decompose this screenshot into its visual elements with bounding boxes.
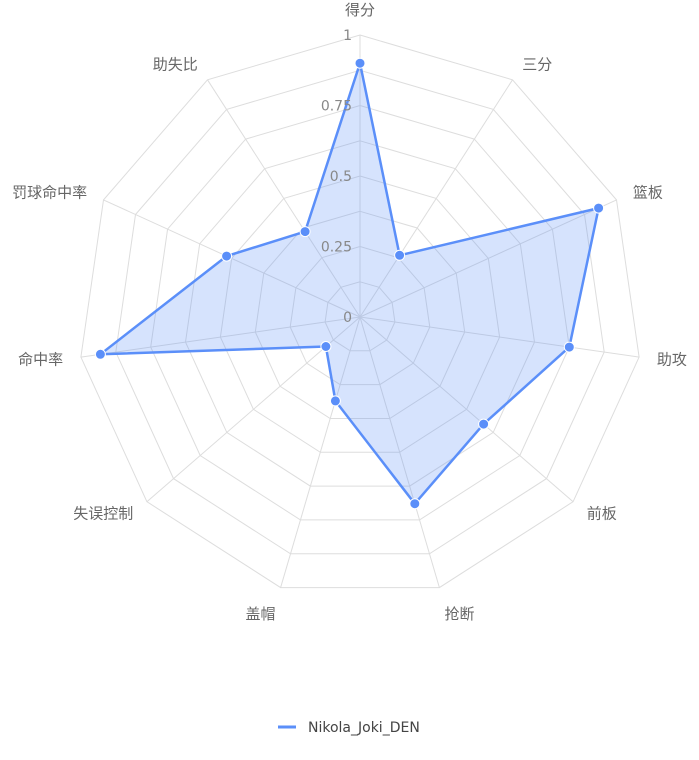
legend-label: Nikola_Joki_DEN	[308, 720, 420, 736]
tick-label: 1	[343, 28, 352, 44]
grid-ring-1	[324, 281, 396, 352]
data-point-4[interactable]	[478, 418, 490, 430]
grid-ring-5	[184, 140, 536, 487]
data-point-8[interactable]	[94, 348, 106, 360]
grid-spoke-5	[359, 316, 440, 588]
axis-label: 助失比	[153, 56, 198, 74]
axis-label: 得分	[345, 1, 375, 19]
data-point-3[interactable]	[563, 341, 575, 353]
grid-spoke-3	[359, 316, 640, 358]
axis-label: 三分	[522, 56, 552, 74]
data-point-2[interactable]	[593, 202, 605, 214]
axis-label: 前板	[587, 505, 617, 523]
radar-series	[94, 57, 605, 510]
data-point-9[interactable]	[221, 250, 233, 262]
data-point-1[interactable]	[394, 249, 406, 261]
series-area	[99, 61, 600, 505]
tick-label: 0.5	[330, 169, 352, 185]
data-point-5[interactable]	[409, 498, 421, 510]
grid-ring-3	[254, 210, 466, 419]
grid-ring-4	[219, 175, 501, 453]
grid-spoke-8	[80, 316, 361, 358]
axis-label: 失误控制	[73, 505, 133, 523]
legend[interactable]: Nikola_Joki_DEN	[278, 720, 420, 736]
data-point-6[interactable]	[329, 395, 341, 407]
grid-spoke-6	[280, 316, 361, 588]
axis-label: 助攻	[657, 351, 687, 369]
grid-ring-7	[115, 69, 605, 555]
grid-spoke-9	[103, 199, 361, 318]
tick-label: 0	[343, 310, 352, 326]
grid-spoke-1	[359, 79, 513, 318]
axis-label: 罚球命中率	[12, 183, 87, 201]
axis-label: 抢断	[445, 605, 475, 623]
axis-label: 篮板	[633, 183, 663, 201]
data-point-7[interactable]	[320, 341, 332, 352]
grid-spoke-10	[207, 79, 361, 318]
grid-spoke-4	[359, 316, 574, 503]
tick-label: 0.75	[321, 99, 352, 115]
grid-spoke-2	[359, 199, 617, 318]
radar-grid	[80, 34, 640, 589]
data-point-0[interactable]	[354, 57, 366, 69]
radar-tick-labels: 0 0.25 0.5 0.75 1	[321, 28, 352, 326]
axis-label: 盖帽	[245, 605, 275, 623]
axis-label: 命中率	[18, 351, 63, 369]
tick-label: 0.25	[321, 240, 352, 256]
grid-ring-2	[289, 245, 431, 386]
grid-ring-8	[80, 34, 640, 589]
grid-ring-6	[150, 104, 570, 521]
data-point-10[interactable]	[299, 226, 311, 238]
